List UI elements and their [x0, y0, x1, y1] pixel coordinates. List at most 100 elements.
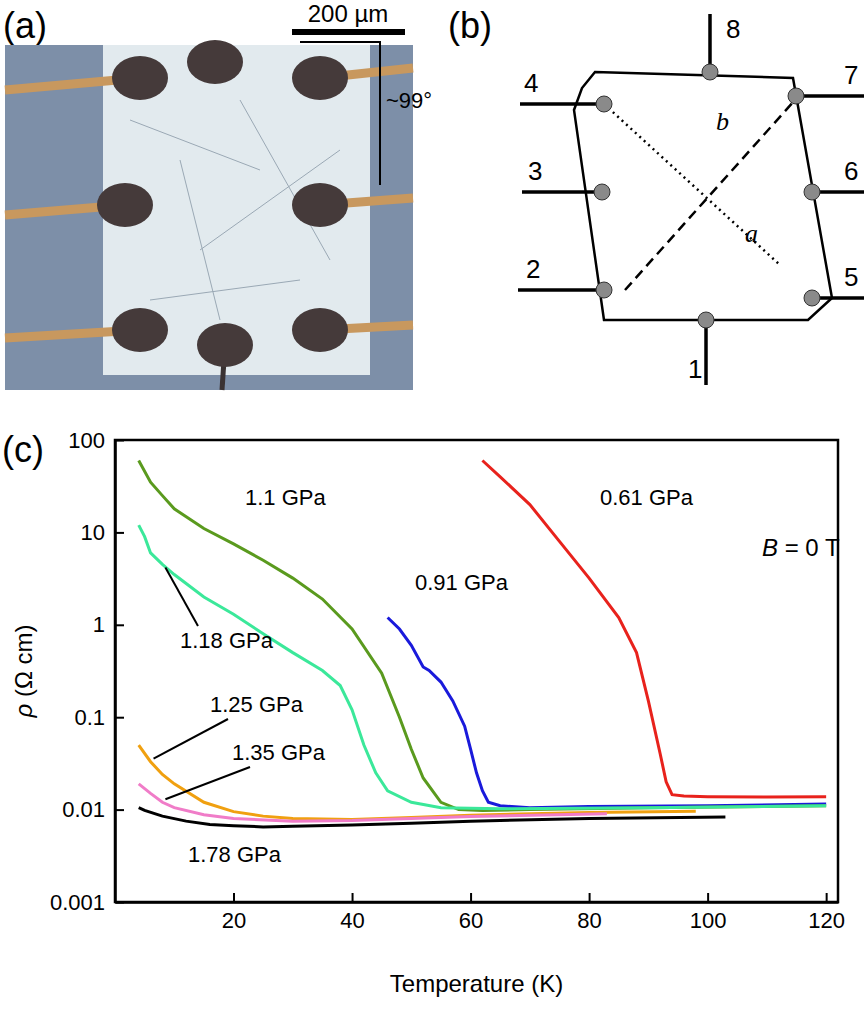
- data-line: [139, 745, 696, 820]
- scale-bar-label: 200 µm: [308, 0, 389, 27]
- b-axis: [625, 100, 795, 290]
- y-tick-mark: [115, 902, 124, 904]
- scratch: [130, 120, 260, 170]
- contact-lead: [520, 102, 604, 106]
- x-tick: 20: [222, 893, 246, 933]
- y-tick: 0.01: [62, 797, 124, 822]
- data-line: [139, 525, 826, 809]
- contact-pad: [187, 40, 243, 84]
- contact-label: 6: [844, 156, 858, 186]
- contact-pad: [292, 183, 348, 227]
- x-tick-mark: [589, 893, 591, 902]
- contact-pad: [292, 308, 348, 352]
- contact-lead: [522, 190, 602, 194]
- angle-label: ~99°: [386, 88, 432, 113]
- x-tick-mark: [826, 893, 828, 902]
- axis-letter: b: [716, 107, 729, 136]
- contact-label: 5: [844, 262, 858, 292]
- contact-lead: [796, 94, 864, 98]
- data-line: [139, 808, 726, 827]
- plot-frame: [115, 440, 838, 902]
- contact: [804, 290, 820, 306]
- contact-lead: [708, 14, 712, 72]
- curve-label: 1.35 GPa: [232, 740, 326, 765]
- photo-panel: 200 µm ~99°: [5, 0, 432, 390]
- y-tick-mark: [115, 440, 124, 442]
- x-tick-label: 80: [577, 908, 601, 933]
- data-line: [139, 460, 826, 810]
- contact-label: 1: [688, 354, 702, 384]
- x-tick-label: 60: [459, 908, 483, 933]
- contact-label: 3: [528, 156, 542, 186]
- curve-label: 0.91 GPa: [415, 570, 509, 595]
- panel-letter: (b): [448, 5, 492, 46]
- photo-background: [5, 45, 413, 390]
- panel-letter: (a): [3, 5, 47, 46]
- contact-label: 2: [526, 254, 540, 284]
- curve-label: 1.25 GPa: [210, 692, 304, 717]
- scale-bar: [292, 29, 405, 35]
- x-tick-mark: [233, 893, 235, 902]
- y-tick-mark: [115, 532, 124, 534]
- y-tick: 0.1: [74, 705, 124, 730]
- y-axis-line: [114, 441, 117, 903]
- leader-line: [165, 767, 250, 799]
- sample-outline: [574, 72, 832, 320]
- contact-pad: [97, 183, 153, 227]
- y-tick-mark: [115, 624, 124, 626]
- y-tick-label: 0.1: [74, 705, 105, 730]
- contact-lead: [704, 320, 708, 385]
- curve-label: 1.18 GPa: [180, 628, 274, 653]
- curve-labels: 0.61 GPa 0.91 GPa 1.1 GPa 1.18 GPa 1.25 GPa 1…: [154, 485, 694, 867]
- y-axis: 0.001 0.01 0.1 1 10 100: [50, 428, 124, 915]
- figure: (a)(b)(c)200 µm~99°12345678ab20406080100…: [0, 0, 867, 1016]
- data-line: [388, 617, 827, 807]
- contact-pad: [112, 308, 168, 352]
- leader-line: [165, 567, 198, 626]
- contact: [702, 64, 718, 80]
- contact-pad: [197, 323, 253, 367]
- x-tick-mark: [470, 893, 472, 902]
- x-tick: 40: [340, 893, 364, 933]
- contact-pad: [112, 56, 168, 100]
- y-tick-mark: [115, 809, 124, 811]
- curve-label: 0.61 GPa: [600, 485, 694, 510]
- y-tick: 1: [93, 612, 124, 637]
- contact-pad: [292, 56, 348, 100]
- x-tick: 100: [690, 893, 727, 933]
- y-tick-mark: [115, 717, 124, 719]
- x-tick-mark: [707, 893, 709, 902]
- x-tick-label: 40: [340, 908, 364, 933]
- curve-label: 1.1 GPa: [245, 485, 326, 510]
- y-tick: 10: [81, 520, 124, 545]
- x-axis-title: Temperature (K): [390, 970, 563, 997]
- leader-line: [154, 719, 228, 759]
- contact: [788, 88, 804, 104]
- data-line: [139, 784, 607, 821]
- angle-mark: [300, 42, 380, 185]
- y-tick: 100: [68, 428, 124, 453]
- scratch: [150, 280, 300, 300]
- curve-label: 1.78 GPa: [188, 842, 282, 867]
- y-tick: 0.001: [50, 890, 124, 915]
- contact-label: 7: [844, 60, 858, 90]
- y-tick-label: 100: [68, 428, 105, 453]
- x-tick: 60: [459, 893, 483, 933]
- contact: [698, 312, 714, 328]
- chart-panel: 204060801001200.0010.010.1110100Temperat…: [10, 428, 845, 997]
- contact: [594, 184, 610, 200]
- axis-letter: a: [745, 219, 758, 248]
- annotation: B = 0 T: [762, 534, 840, 561]
- scratch: [180, 160, 220, 320]
- contact-label: 4: [524, 68, 538, 98]
- y-tick-label: 10: [81, 520, 105, 545]
- contact: [804, 184, 820, 200]
- y-tick-label: 0.001: [50, 890, 105, 915]
- scratch: [240, 100, 330, 260]
- x-tick: 80: [577, 893, 601, 933]
- contact-label: 8: [726, 14, 740, 44]
- x-tick-label: 100: [690, 908, 727, 933]
- a-axis: [604, 104, 780, 265]
- x-axis-line: [116, 901, 839, 904]
- contact: [596, 282, 612, 298]
